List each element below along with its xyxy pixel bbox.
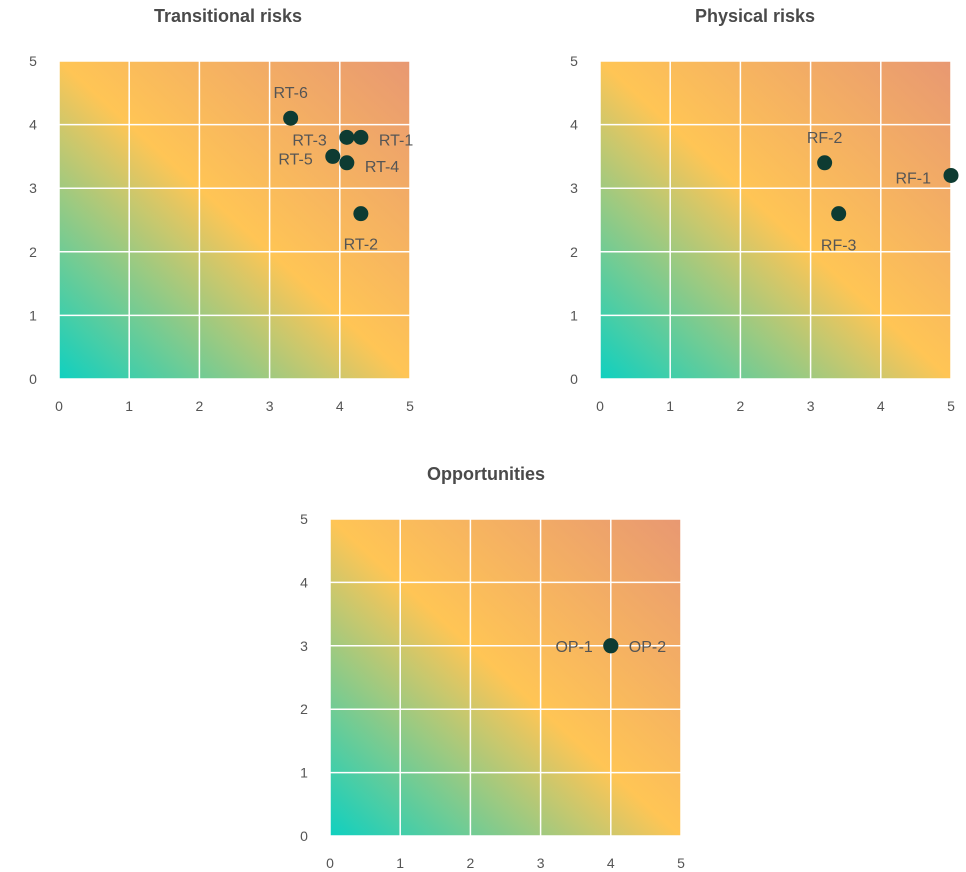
y-tick-label: 0 [570, 371, 578, 387]
data-point-label: RT-5 [278, 151, 312, 168]
x-tick-label: 0 [326, 855, 334, 871]
x-tick-label: 5 [677, 855, 685, 871]
y-tick-label: 3 [570, 180, 578, 196]
data-point-label: RF-3 [821, 238, 857, 255]
data-point-label: RT-4 [365, 159, 399, 176]
x-tick-label: 3 [266, 398, 274, 414]
x-tick-label: 2 [737, 398, 745, 414]
y-tick-label: 5 [570, 53, 578, 69]
data-point-label: RT-6 [273, 85, 307, 102]
chart-title-transitional: Transitional risks [153, 6, 303, 26]
x-tick-label: 4 [336, 398, 344, 414]
x-tick-label: 3 [537, 855, 545, 871]
data-point-label: RT-1 [379, 132, 413, 149]
data-point [339, 155, 355, 171]
y-tick-label: 1 [300, 765, 308, 781]
y-tick-label: 3 [300, 638, 308, 654]
x-tick-label: 5 [947, 398, 955, 414]
y-tick-label: 3 [29, 180, 37, 196]
x-tick-label: 5 [406, 398, 414, 414]
x-tick-label: 1 [666, 398, 674, 414]
y-tick-label: 4 [29, 117, 37, 133]
y-tick-label: 5 [300, 511, 308, 527]
data-point-label: RF-1 [895, 170, 931, 187]
data-point [943, 167, 959, 183]
x-tick-label: 1 [396, 855, 404, 871]
y-tick-label: 2 [29, 244, 37, 260]
x-tick-label: 3 [807, 398, 815, 414]
x-tick-label: 4 [877, 398, 885, 414]
plot-2: 0 1 2 3 4 5 0 1 2 3 4 5 OP-1 OP-2 [300, 511, 685, 871]
data-point [283, 110, 299, 126]
y-tick-label: 4 [570, 117, 578, 133]
data-point-label: OP-2 [629, 639, 666, 656]
plot-background [600, 61, 951, 379]
x-tick-label: 0 [55, 398, 63, 414]
y-tick-label: 1 [29, 307, 37, 323]
data-point [353, 129, 369, 145]
chart-title-opportunities: Opportunities [427, 464, 545, 484]
y-tick-label: 2 [300, 701, 308, 717]
y-tick-label: 2 [570, 244, 578, 260]
data-point-label: RT-2 [344, 237, 378, 254]
data-point [339, 129, 355, 145]
data-point [831, 206, 847, 222]
y-tick-label: 5 [29, 53, 37, 69]
plot-background [59, 61, 410, 379]
data-point-label: OP-1 [555, 639, 592, 656]
data-point [353, 206, 369, 222]
x-tick-label: 2 [467, 855, 475, 871]
y-tick-label: 4 [300, 574, 308, 590]
plot-background [330, 519, 681, 836]
data-point-label: RT-3 [292, 132, 326, 149]
data-point-label: RF-2 [807, 130, 843, 147]
y-tick-label: 0 [29, 371, 37, 387]
x-tick-label: 4 [607, 855, 615, 871]
y-tick-label: 0 [300, 828, 308, 844]
plot-0: 0 1 2 3 4 5 0 1 2 3 4 5 RT-6 RT-3 RT-1 RT-5 RT-4 RT-2 [29, 53, 414, 414]
data-point [817, 155, 833, 171]
plot-1: 0 1 2 3 4 5 0 1 2 3 4 5 RF-2 RF-1 RF-3 [570, 53, 959, 414]
x-tick-label: 0 [596, 398, 604, 414]
chart-title-physical: Physical risks [694, 6, 816, 26]
x-tick-label: 1 [125, 398, 133, 414]
data-point [603, 638, 619, 654]
y-tick-label: 1 [570, 307, 578, 323]
x-tick-label: 2 [196, 398, 204, 414]
data-point [325, 148, 341, 164]
